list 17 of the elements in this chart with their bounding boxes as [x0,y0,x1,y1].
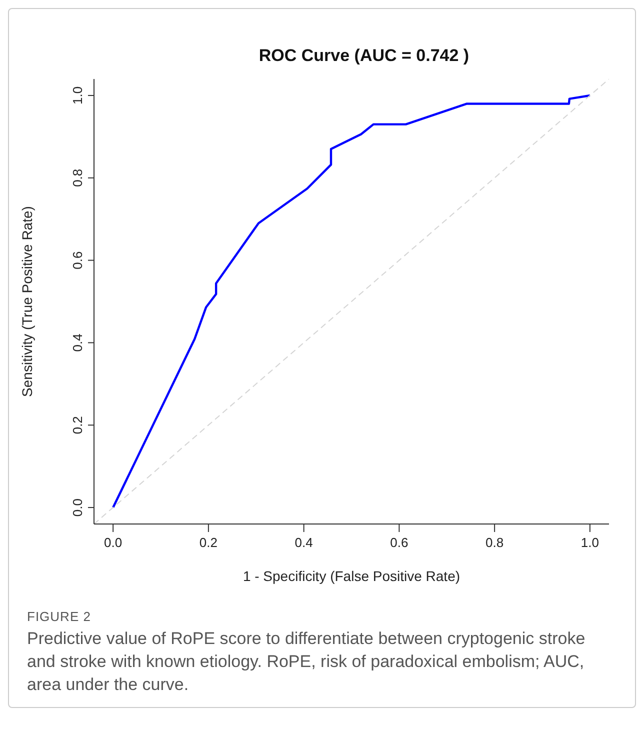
y-tick-label: 0.6 [70,251,85,270]
text: Predictive value of RoPE score to differentiate between cryptogenic stroke and stroke with known etiology. RoPE, risk of paradoxical embolism; AUC, area under the curve. [27,628,586,696]
chart-title: ROC Curve (AUC = 0.742 ) [258,46,470,65]
y-tick-label: 0.0 [70,498,85,517]
x-tick-label: 0.4 [294,535,313,550]
y-tick-label: 0.2 [70,416,85,434]
x-tick-label: 0.2 [199,535,218,550]
x-tick-label: 0.8 [486,535,504,550]
y-tick-label: 1.0 [70,86,85,105]
caption: FIGURE 2 [27,609,92,624]
x-tick-label: 0.6 [390,535,408,550]
y-tick-label: 0.8 [70,168,85,187]
y-axis-title: Sensitivity (True Positive Rate) [18,206,35,397]
x-axis-title: 1 - Specificity (False Positive Rate) [242,568,460,584]
x-tick-label: 0.0 [104,535,122,550]
y-tick-label: 0.4 [70,334,85,352]
x-tick-label: 1.0 [580,535,599,550]
